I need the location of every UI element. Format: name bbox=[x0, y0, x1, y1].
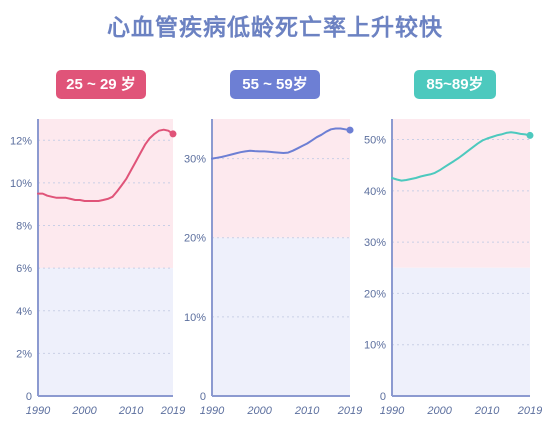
y-tick-label: 6% bbox=[16, 263, 32, 275]
y-tick-label: 10% bbox=[184, 312, 206, 324]
x-tick-label: 1990 bbox=[200, 405, 225, 417]
x-tick-label: 2000 bbox=[71, 405, 97, 417]
y-tick-label: 10% bbox=[364, 340, 386, 352]
series-line bbox=[211, 127, 351, 160]
chart-panel-2: 0 10% 20% 30% 1990 2000 2010 2019 bbox=[184, 119, 362, 417]
x-tick-label: 1990 bbox=[26, 405, 51, 417]
badge-age-25-29: 25 ~ 29 岁 bbox=[56, 70, 146, 99]
y-tick-label: 0 bbox=[380, 391, 386, 403]
x-tick-label: 2019 bbox=[160, 405, 185, 417]
page-title: 心血管疾病低龄死亡率上升较快 bbox=[107, 15, 443, 41]
series-end-point bbox=[526, 131, 534, 139]
x-tick-label: 2000 bbox=[426, 405, 452, 417]
upper-band bbox=[38, 119, 173, 269]
x-tick-label: 2010 bbox=[294, 405, 320, 417]
lower-band bbox=[392, 267, 530, 396]
y-tick-label: 0 bbox=[200, 391, 206, 403]
chart-panel-3: 0 10% 20% 30% 40% 50% 1990 2000 2010 2019 bbox=[364, 119, 542, 417]
x-tick-label: 1990 bbox=[380, 405, 405, 417]
y-tick-label: 2% bbox=[16, 348, 32, 360]
upper-band bbox=[392, 119, 530, 268]
y-tick-label: 30% bbox=[184, 154, 206, 166]
y-tick-label: 20% bbox=[364, 288, 386, 300]
x-tick-label: 2000 bbox=[246, 405, 272, 417]
badge-age-85-89: 85~89岁 bbox=[414, 70, 496, 99]
y-tick-label: 20% bbox=[184, 233, 206, 245]
y-tick-label: 40% bbox=[364, 186, 386, 198]
y-tick-label: 4% bbox=[16, 306, 32, 318]
x-tick-label: 2019 bbox=[337, 405, 362, 417]
series-end-point bbox=[169, 130, 177, 138]
y-tick-label: 10% bbox=[10, 178, 32, 190]
y-tick-label: 8% bbox=[16, 221, 32, 233]
badge-age-55-59: 55 ~ 59岁 bbox=[230, 70, 320, 99]
x-tick-label: 2010 bbox=[474, 405, 500, 417]
y-tick-label: 50% bbox=[364, 135, 386, 147]
upper-band bbox=[212, 119, 350, 238]
series-line bbox=[37, 128, 174, 202]
y-tick-label: 0 bbox=[26, 391, 32, 403]
x-tick-label: 2019 bbox=[517, 405, 542, 417]
series-end-point bbox=[346, 126, 354, 134]
y-tick-label: 30% bbox=[364, 237, 386, 249]
chart-panel-1: 0 2% 4% 6% 8% 10% 12% 1990 2000 2010 2019 bbox=[10, 119, 185, 417]
lower-band bbox=[38, 268, 173, 396]
x-tick-label: 2010 bbox=[118, 405, 144, 417]
series-line bbox=[391, 131, 531, 182]
y-tick-label: 12% bbox=[10, 135, 32, 147]
